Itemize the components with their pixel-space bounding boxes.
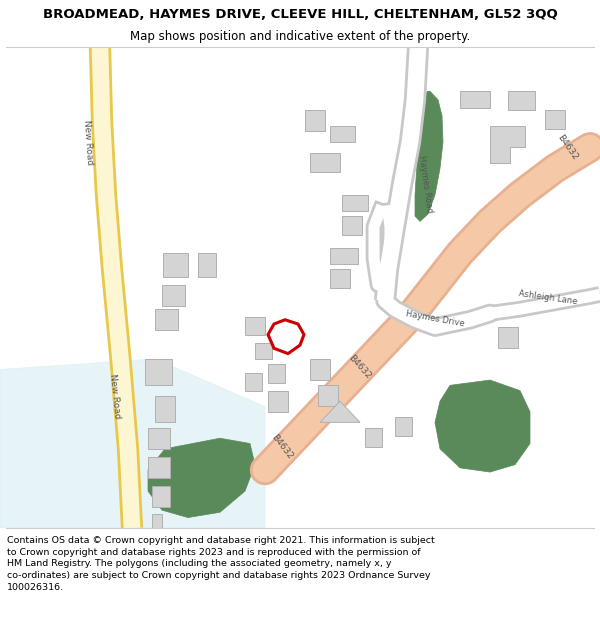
Polygon shape [145, 359, 172, 386]
Polygon shape [245, 317, 265, 334]
Text: BROADMEAD, HAYMES DRIVE, CLEEVE HILL, CHELTENHAM, GL52 3QQ: BROADMEAD, HAYMES DRIVE, CLEEVE HILL, CH… [43, 8, 557, 21]
Polygon shape [305, 111, 325, 131]
Polygon shape [148, 428, 170, 449]
Polygon shape [365, 428, 382, 447]
Polygon shape [148, 458, 170, 478]
Polygon shape [245, 372, 262, 391]
Polygon shape [415, 91, 443, 221]
Polygon shape [268, 364, 285, 383]
Polygon shape [310, 152, 340, 172]
Polygon shape [342, 195, 368, 211]
Polygon shape [268, 391, 288, 412]
Polygon shape [545, 111, 565, 129]
Polygon shape [320, 401, 360, 422]
Text: Map shows position and indicative extent of the property.: Map shows position and indicative extent… [130, 30, 470, 43]
Polygon shape [310, 359, 330, 380]
Polygon shape [255, 343, 272, 359]
Text: B4632: B4632 [347, 354, 373, 381]
Text: Haymes Road: Haymes Road [416, 155, 433, 214]
Polygon shape [152, 486, 170, 507]
Polygon shape [163, 253, 188, 278]
Polygon shape [318, 386, 338, 406]
Polygon shape [508, 91, 535, 111]
Text: Ashleigh Lane: Ashleigh Lane [518, 289, 578, 306]
Polygon shape [490, 126, 525, 163]
Polygon shape [152, 514, 162, 528]
Polygon shape [435, 380, 530, 472]
Text: Haymes Drive: Haymes Drive [405, 309, 465, 328]
Polygon shape [460, 91, 490, 108]
Polygon shape [330, 269, 350, 288]
Polygon shape [330, 126, 355, 142]
Polygon shape [155, 309, 178, 331]
Polygon shape [198, 253, 216, 278]
Polygon shape [162, 285, 185, 306]
Polygon shape [148, 438, 255, 518]
Text: B4632: B4632 [269, 432, 295, 461]
Text: B4632: B4632 [555, 133, 579, 162]
Polygon shape [395, 417, 412, 436]
Text: New Road: New Road [82, 119, 94, 165]
Text: New Road: New Road [108, 373, 122, 419]
Polygon shape [0, 359, 265, 528]
Text: Contains OS data © Crown copyright and database right 2021. This information is : Contains OS data © Crown copyright and d… [7, 536, 435, 592]
Polygon shape [330, 248, 358, 264]
Polygon shape [342, 216, 362, 235]
Polygon shape [498, 327, 518, 348]
Polygon shape [155, 396, 175, 422]
